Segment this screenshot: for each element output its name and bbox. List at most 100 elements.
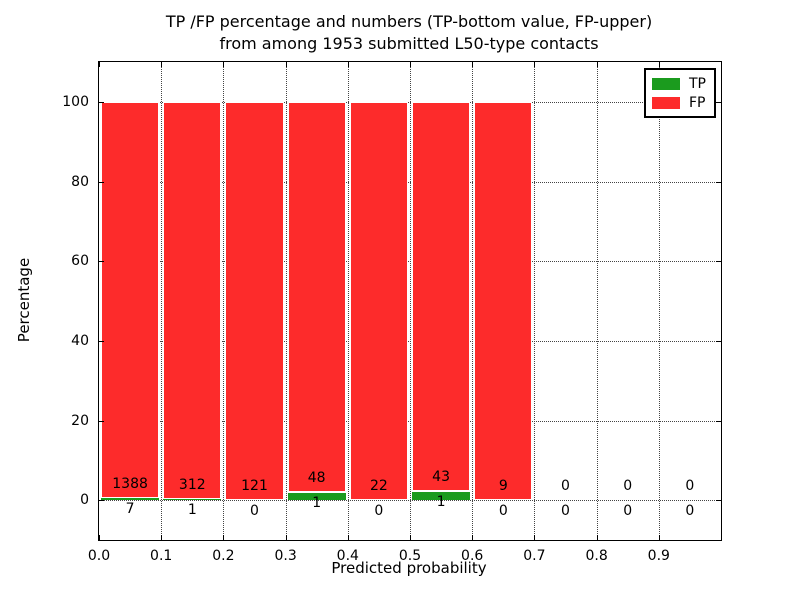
legend-item-fp: FP [652,93,708,112]
x-tick [161,535,163,540]
x-tick-top [285,62,287,67]
x-tick-label: 0.1 [150,548,173,564]
x-gridline [658,62,660,540]
fp-bar [349,101,408,501]
x-tick [596,535,598,540]
y-tick-right [716,420,721,422]
y-tick [99,420,104,422]
y-tick [99,181,104,183]
y-tick-label: 0 [80,492,89,509]
x-tick-label: 0.9 [647,548,670,564]
x-gridline [472,62,474,540]
fp-count-label: 121 [241,478,268,495]
x-tick [285,535,287,540]
x-gridline [347,62,349,540]
fp-bar [101,101,160,499]
x-tick [658,535,660,540]
x-tick-label: 0.6 [461,548,484,564]
plot-area: TP FP 1388 7 312 1 121 0 48 1 22 0 43 1 9 0 0 0 0 0 0 0 0.0 0… [62,61,722,564]
y-tick-label: 100 [62,93,89,110]
tp-count-label: 0 [498,503,508,520]
x-tick-label: 0.7 [523,548,546,564]
x-tick [534,535,536,540]
fp-count-label: 22 [369,478,388,495]
x-tick [347,535,349,540]
tp-count-label: 0 [374,503,384,520]
tp-count-label: 1 [436,494,446,511]
tp-legend-label: TP [689,75,706,92]
y-axis-label: Percentage [15,257,33,343]
x-tick-top [223,62,225,67]
fp-bar [225,101,284,501]
x-tick-label: 0.0 [87,548,111,564]
x-tick-top [99,62,100,67]
fp-legend-label: FP [689,94,706,111]
y-tick-right [716,340,721,342]
fp-count-label: 1388 [112,476,148,493]
tp-bar [287,492,346,501]
tp-bar [412,491,471,501]
chart-title: TP /FP percentage and numbers (TP-bottom… [98,11,720,55]
x-tick-label: 0.2 [212,548,235,564]
x-tick-top [658,62,660,67]
chart-title-line2: from among 1953 submitted L50-type conta… [219,34,599,53]
fp-count-label: 48 [307,470,326,487]
x-tick-label: 0.4 [336,548,359,564]
y-tick-label: 40 [71,332,89,349]
x-gridline [410,62,411,540]
x-gridline [596,62,598,540]
tp-count-label: 7 [125,501,135,518]
tp-count-label: 1 [312,495,322,512]
fp-count-label: 0 [561,478,570,495]
x-gridline [534,62,536,540]
fp-bar [412,101,471,492]
x-tick-top [410,62,411,67]
fp-count-label: 9 [498,478,508,495]
x-tick [410,535,411,540]
legend-item-tp: TP [652,74,708,93]
fp-count-label: 0 [623,478,633,495]
x-tick-top [534,62,536,67]
x-tick-top [347,62,349,67]
y-tick [99,340,104,342]
fp-bar [474,101,533,501]
x-tick-label: 0.5 [398,548,422,564]
x-gridline [161,62,163,540]
chart-title-line1: TP /FP percentage and numbers (TP-bottom… [165,12,653,31]
y-tick-label: 80 [71,173,89,190]
y-tick [99,500,104,502]
x-tick-top [721,62,722,67]
tp-count-label: 0 [561,503,570,520]
x-tick-top [472,62,474,67]
x-tick [472,535,474,540]
fp-bar [287,101,346,493]
y-tick-label: 60 [71,253,89,270]
tp-count-label: 0 [623,503,633,520]
y-tick-right [716,101,721,103]
x-tick-label: 0.3 [274,548,297,564]
y-tick-right [716,261,721,263]
y-tick [99,101,104,103]
y-tick-right [716,181,721,183]
fp-count-label: 312 [178,476,206,493]
x-tick [223,535,225,540]
x-tick [721,535,722,540]
y-tick-right [716,500,721,502]
fp-bar [163,101,222,499]
tp-bar [101,498,160,501]
tp-bar [163,498,222,501]
x-gridline [285,62,287,540]
tp-legend-swatch-icon [652,77,680,90]
x-gridline [223,62,225,540]
x-tick-label: 0.8 [585,548,608,564]
tp-count-label: 0 [685,503,695,520]
tp-count-label: 1 [187,502,197,519]
fp-count-label: 0 [685,478,695,495]
y-tick-label: 20 [71,412,89,429]
fp-legend-swatch-icon [652,96,680,109]
fp-count-label: 43 [432,469,451,486]
x-tick [99,535,100,540]
x-tick-top [161,62,163,67]
y-tick [99,261,104,263]
